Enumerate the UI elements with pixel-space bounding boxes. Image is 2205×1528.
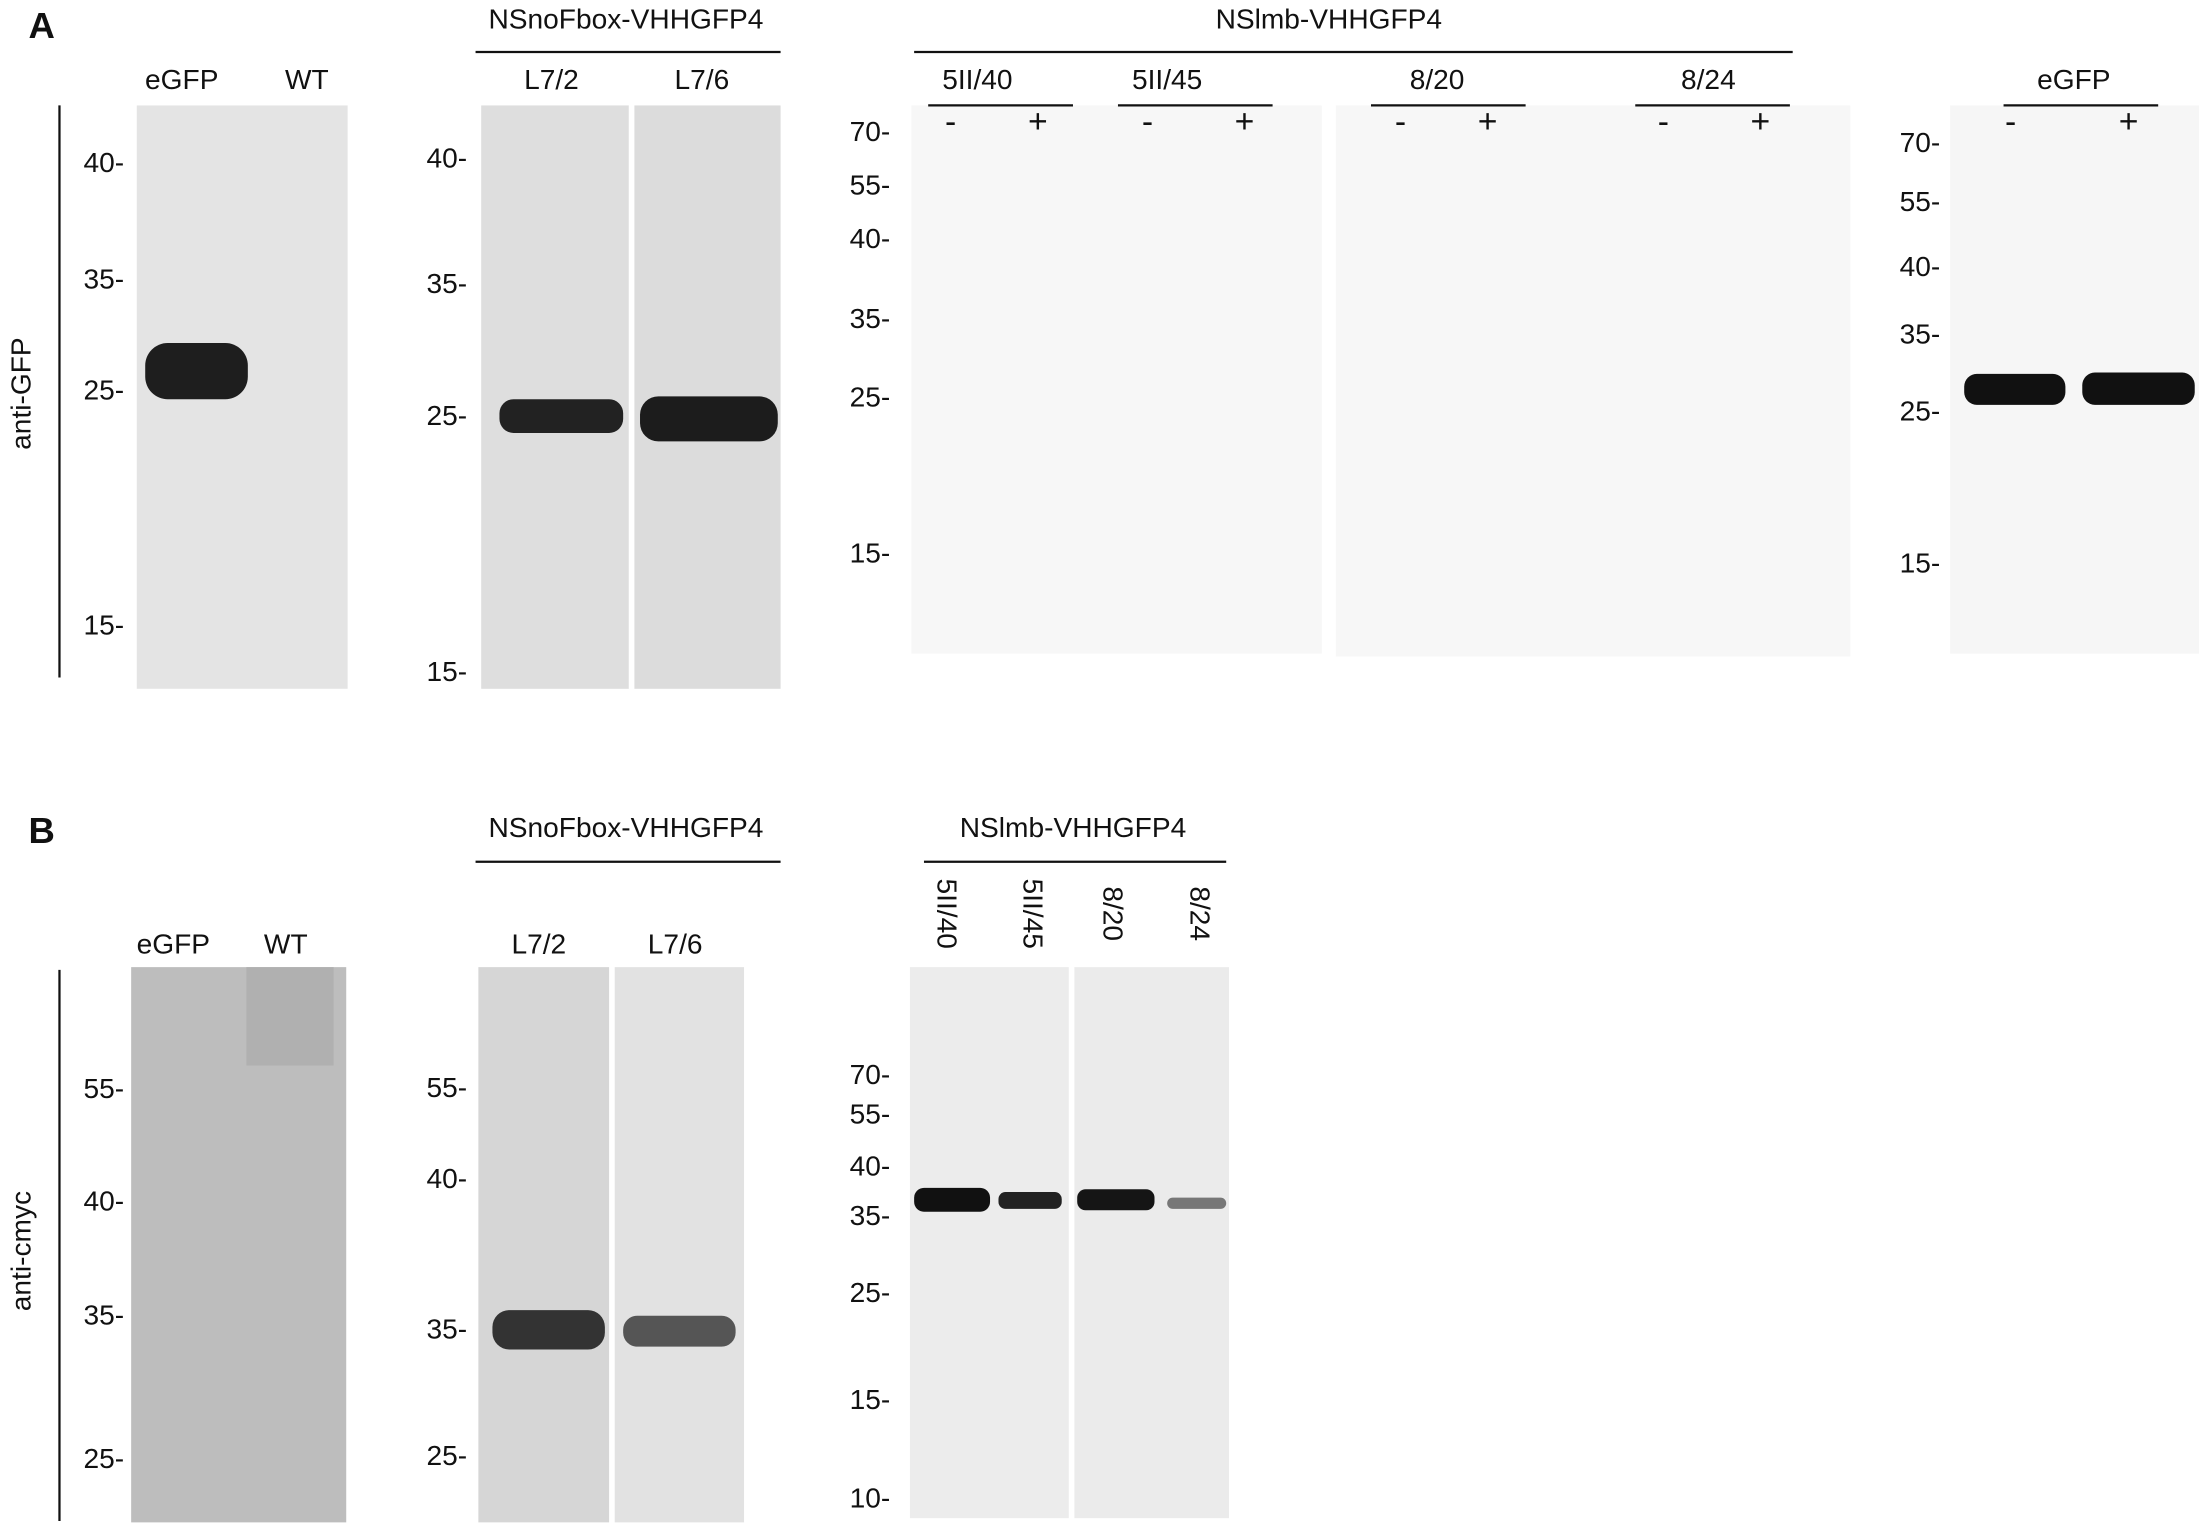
marker-label: 35- [426,1314,467,1345]
lane-label: 8/24 [1681,64,1736,95]
blot-title: NSlmb-VHHGFP4 [960,812,1186,843]
marker-label: 25- [83,375,124,406]
marker-label: 25- [1900,396,1941,427]
lane-label: WT [285,64,329,95]
panel-label: B [29,810,55,851]
marker-label: 15- [426,656,467,687]
blot-title: NSnoFbox-VHHGFP4 [488,812,763,843]
marker-label: 15- [83,609,124,640]
marker-label: 25- [426,400,467,431]
band [499,399,624,433]
band [492,1310,605,1350]
blot-title: NSlmb-VHHGFP4 [1216,4,1442,35]
membrane [481,105,629,689]
panel-label: A [29,5,55,46]
band [1077,1189,1155,1211]
band [1964,373,2066,405]
marker-label: 40- [426,1163,467,1194]
marker-label: 25- [850,1277,891,1308]
marker-label: 55- [83,1073,124,1104]
marker-label: 40- [1900,251,1941,282]
treatment-label: - [945,103,956,141]
lane-label: L7/6 [648,928,703,959]
treatment-label: - [2005,103,2016,141]
lane-label: 8/20 [1098,886,1129,941]
lane-label: WT [264,928,308,959]
treatment-label: - [1395,103,1406,141]
marker-label: 55- [426,1072,467,1103]
treatment-label: + [1028,103,1048,141]
lane-label: 5II/45 [1132,64,1202,95]
lane-label: 5II/40 [932,879,963,949]
marker-label: 40- [83,1186,124,1217]
marker-label: 35- [850,1200,891,1231]
marker-label: 55- [850,169,891,200]
marker-label: 55- [1900,186,1941,217]
band [2082,372,2195,405]
marker-label: 70- [850,116,891,147]
membrane [478,967,610,1523]
band [640,396,778,442]
blot-title: eGFP [2037,64,2110,95]
marker-label: 70- [1900,127,1941,158]
lane-label: 8/20 [1410,64,1465,95]
marker-label: 25- [83,1443,124,1474]
marker-label: 40- [426,143,467,174]
treatment-label: + [1478,103,1498,141]
band [914,1187,991,1212]
treatment-label: + [1235,103,1255,141]
band [623,1315,736,1347]
marker-label: 35- [83,1300,124,1331]
marker-label: 55- [850,1099,891,1130]
lane-label: 5II/45 [1017,879,1048,949]
marker-label: 70- [850,1059,891,1090]
smear [246,967,334,1066]
marker-label: 40- [850,223,891,254]
membrane [1335,105,1851,657]
lane-label: L7/2 [524,64,579,95]
membrane [1074,967,1230,1519]
blot-title: NSnoFbox-VHHGFP4 [488,4,763,35]
lane-label: 5II/40 [942,64,1012,95]
band [145,342,248,400]
marker-label: 35- [426,268,467,299]
membrane [909,967,1069,1519]
marker-label: 15- [850,538,891,569]
marker-label: 35- [83,264,124,295]
lane-label: eGFP [145,64,218,95]
marker-label: 40- [850,1151,891,1182]
treatment-label: + [1751,103,1771,141]
lane-label: L7/6 [675,64,730,95]
marker-label: 25- [426,1440,467,1471]
membrane [614,967,745,1523]
treatment-label: - [1142,103,1153,141]
membrane [911,105,1322,654]
antibody-label: anti-cmyc [5,1191,36,1311]
band [1167,1197,1227,1209]
marker-label: 40- [83,147,124,178]
marker-label: 15- [1900,548,1941,579]
lane-label: eGFP [137,928,210,959]
marker-label: 25- [850,382,891,413]
lane-label: L7/2 [511,928,566,959]
marker-label: 35- [1900,318,1941,349]
marker-label: 15- [850,1384,891,1415]
antibody-label: anti-GFP [5,337,36,449]
treatment-label: - [1658,103,1669,141]
band [998,1192,1062,1209]
marker-label: 35- [850,303,891,334]
lane-label: 8/24 [1185,886,1216,941]
treatment-label: + [2119,103,2139,141]
marker-label: 10- [850,1482,891,1513]
